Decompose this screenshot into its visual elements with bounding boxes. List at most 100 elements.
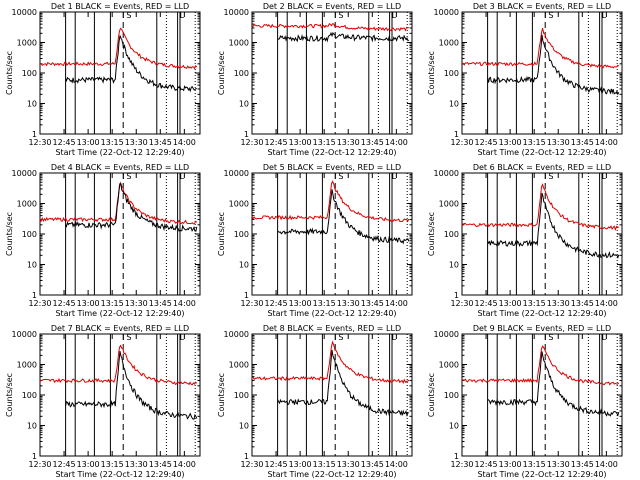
x-axis-label: Start Time (22-Oct-12 12:29:40) [55,470,184,479]
x-tick-label: 14:00 [595,138,618,147]
marker-label-s: S [126,333,131,342]
y-tick-label: 10 [239,261,249,270]
y-tick-label: 1000 [229,361,249,370]
chart-title: Det 4 BLACK = Events, RED = LLD [51,163,189,172]
y-axis-label: Counts/sec [217,212,226,256]
x-tick-label: 13:15 [523,299,546,308]
y-tick-label: 10 [239,422,249,431]
chart-title: Det 3 BLACK = Events, RED = LLD [473,2,611,11]
x-tick-label: 12:30 [240,299,263,308]
x-tick-label: 12:45 [475,460,498,469]
marker-label-l: L [602,333,607,342]
y-axis-label: Counts/sec [217,373,226,417]
marker-label-i: I [122,333,124,342]
x-axis-label: Start Time (22-Oct-12 12:29:40) [267,470,396,479]
x-tick-label: 12:45 [53,299,76,308]
panel-det-6: Det 6 BLACK = Events, RED = LLD 1 10 100 100… [427,163,623,318]
x-tick-label: 13:00 [77,460,100,469]
y-tick-label: 10 [27,261,37,270]
x-tick-label: 13:45 [571,299,594,308]
x-tick-label: 12:45 [265,299,288,308]
panel-det-8: Det 8 BLACK = Events, RED = LLD 1 10 100 100… [217,324,413,479]
panel-det-4: Det 4 BLACK = Events, RED = LLD 1 10 100 100… [5,163,201,318]
marker-label-s: S [548,172,553,181]
y-tick-label: 1000 [17,200,37,209]
series-black-events [277,31,410,43]
x-tick-label: 12:45 [475,299,498,308]
x-tick-label: 12:30 [450,299,473,308]
x-tick-label: 13:45 [149,460,172,469]
y-tick-label: 10000 [224,8,249,17]
series-red-lld [39,344,198,386]
chart-title: Det 8 BLACK = Events, RED = LLD [263,324,401,333]
y-tick-label: 100 [444,69,459,78]
x-tick-label: 13:45 [571,138,594,147]
x-axis-label: Start Time (22-Oct-12 12:29:40) [477,309,606,318]
y-axis-label: Counts/sec [5,373,14,417]
y-tick-label: 100 [234,69,249,78]
x-tick-label: 13:45 [361,299,384,308]
y-tick-label: 1000 [229,200,249,209]
x-tick-label: 13:00 [77,138,100,147]
y-tick-label: 10 [449,422,459,431]
x-tick-label: 13:15 [313,299,336,308]
x-tick-label: 13:30 [125,138,148,147]
x-tick-label: 13:15 [101,138,124,147]
marker-label-s: S [548,333,553,342]
x-tick-label: 13:15 [101,299,124,308]
chart-title: Det 7 BLACK = Events, RED = LLD [51,324,189,333]
y-tick-label: 100 [234,230,249,239]
series-black-events [65,35,197,93]
x-tick-label: 13:45 [361,138,384,147]
series-red-lld [251,340,410,385]
x-tick-label: 13:45 [149,138,172,147]
x-tick-label: 13:30 [125,460,148,469]
y-tick-label: 1000 [439,200,459,209]
series-red-lld [461,183,619,231]
y-tick-label: 1000 [439,39,459,48]
x-tick-label: 13:30 [125,299,148,308]
marker-label-i: I [334,172,336,181]
y-tick-label: 10 [449,100,459,109]
y-axis-label: Counts/sec [427,212,436,256]
series-black-events [65,351,198,420]
y-tick-label: 100 [22,391,37,400]
x-tick-label: 14:00 [595,299,618,308]
marker-label-s: S [126,172,131,181]
marker-label-i: I [544,333,546,342]
series-black-events [487,34,620,96]
y-tick-label: 10000 [434,169,459,178]
x-tick-label: 14:00 [173,138,196,147]
marker-label-s: S [126,11,131,20]
marker-label-l: L [392,333,397,342]
marker-label-i: I [544,11,546,20]
panel-det-5: Det 5 BLACK = Events, RED = LLD 1 10 100 100… [217,163,413,318]
chart-title: Det 1 BLACK = Events, RED = LLD [51,2,189,11]
series-red-lld [39,27,198,70]
marker-label-i: I [334,11,336,20]
x-tick-label: 12:45 [475,138,498,147]
panel-det-3: Det 3 BLACK = Events, RED = LLD 1 10 100 100… [427,2,623,157]
y-tick-label: 10000 [12,330,37,339]
series-red-lld [251,180,410,223]
x-tick-label: 13:15 [313,138,336,147]
x-tick-label: 13:45 [361,460,384,469]
y-tick-label: 1 [454,291,459,300]
chart-title: Det 6 BLACK = Events, RED = LLD [473,163,611,172]
y-tick-label: 1000 [17,39,37,48]
x-tick-label: 12:30 [450,138,473,147]
x-tick-label: 14:00 [173,460,196,469]
x-tick-label: 13:15 [313,460,336,469]
marker-label-i: I [122,172,124,181]
y-tick-label: 100 [22,69,37,78]
panel-det-7: Det 7 BLACK = Events, RED = LLD 1 10 100 100… [5,324,201,479]
y-tick-label: 1 [32,130,37,139]
x-tick-label: 13:15 [523,138,546,147]
y-tick-label: 10000 [224,330,249,339]
x-tick-label: 13:30 [337,299,360,308]
x-axis-label: Start Time (22-Oct-12 12:29:40) [267,148,396,157]
series-black-events [277,349,409,417]
x-axis-label: Start Time (22-Oct-12 12:29:40) [267,309,396,318]
x-tick-label: 12:30 [450,460,473,469]
